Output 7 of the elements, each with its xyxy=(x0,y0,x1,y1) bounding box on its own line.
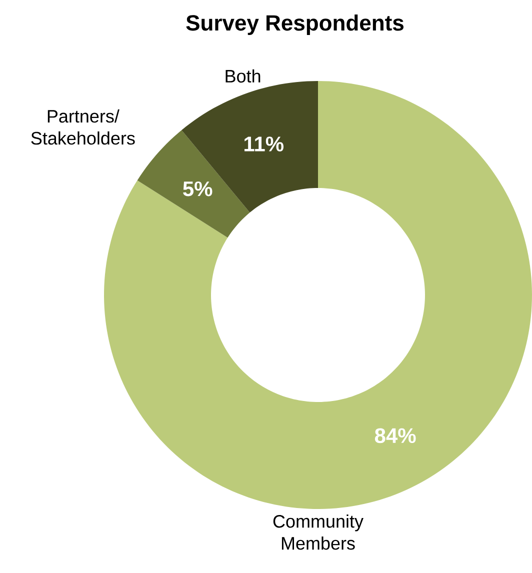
slice-label: Community Members xyxy=(273,514,364,550)
chart-title: Survey Respondents xyxy=(186,14,404,36)
data-label: 11% xyxy=(244,136,284,152)
data-label: 5% xyxy=(183,181,212,196)
data-label: 84% xyxy=(374,428,416,444)
slice-label: Partners/ Stakeholders xyxy=(31,109,135,145)
slice-label: Both xyxy=(226,69,260,83)
